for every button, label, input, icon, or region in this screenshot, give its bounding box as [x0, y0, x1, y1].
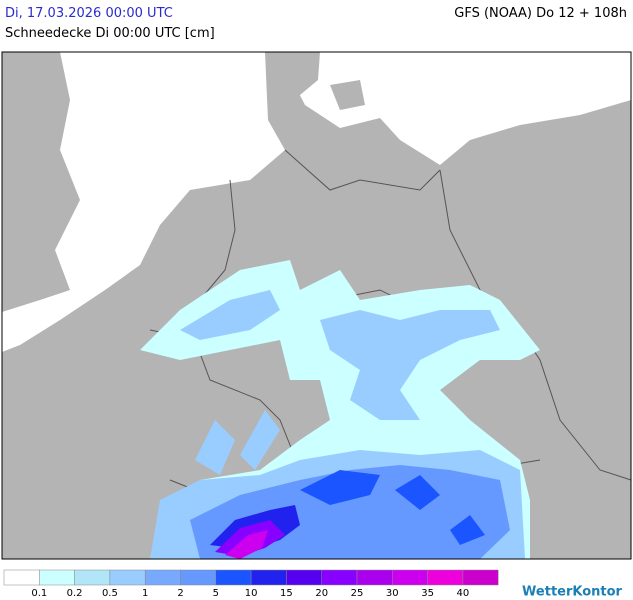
- north-sea: [2, 52, 285, 352]
- subtitle: Schneedecke Di 00:00 UTC [cm]: [5, 26, 215, 41]
- legend-label: 5: [213, 588, 219, 599]
- legend-label: 30: [386, 588, 399, 599]
- legend-label: 10: [245, 588, 258, 599]
- snow-areas: [140, 260, 540, 559]
- legend-label: 25: [351, 588, 364, 599]
- legend-label: 40: [457, 588, 470, 599]
- legend-swatch: [144, 569, 181, 586]
- legend-swatch: [462, 569, 499, 586]
- island: [330, 80, 365, 110]
- legend-swatch: [356, 569, 393, 586]
- legend-label: 2: [177, 588, 183, 599]
- legend-swatch: [286, 569, 322, 586]
- legend-label: 0.5: [102, 588, 118, 599]
- legend-label: 35: [421, 588, 434, 599]
- denmark: [268, 52, 320, 130]
- legend-swatch: [74, 569, 111, 586]
- map-frame: [1, 51, 632, 560]
- legend-swatch: [109, 569, 146, 586]
- date-label: Di, 17.03.2026 00:00 UTC: [5, 6, 173, 21]
- legend-label: 0.2: [67, 588, 83, 599]
- legend-label: 1: [142, 588, 148, 599]
- legend-swatch: [321, 569, 358, 586]
- legend-swatch: [250, 569, 287, 586]
- legend-label: 0.1: [31, 588, 47, 599]
- legend-swatch: [427, 569, 464, 586]
- legend-swatch: [215, 569, 252, 586]
- legend-swatch: [3, 569, 40, 586]
- model-label: GFS (NOAA) Do 12 + 108h: [454, 6, 627, 21]
- legend-swatch: [180, 569, 217, 586]
- legend-label: 20: [315, 588, 328, 599]
- legend-label: 15: [280, 588, 293, 599]
- logo: WetterKontor: [522, 585, 623, 600]
- legend-swatch: [392, 569, 428, 586]
- baltic-sea: [292, 52, 631, 165]
- legend-swatch: [39, 569, 75, 586]
